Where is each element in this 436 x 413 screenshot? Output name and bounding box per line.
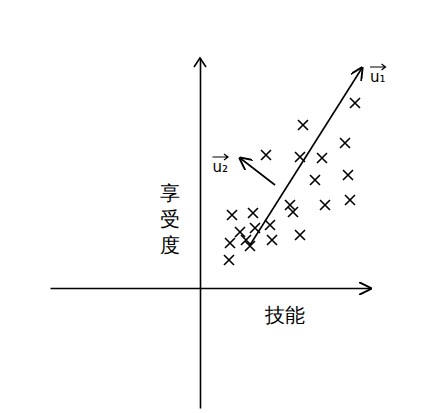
point	[310, 175, 320, 185]
y-axis-line	[200, 59, 202, 409]
point	[298, 120, 308, 130]
plot-area	[224, 68, 362, 265]
y-axis-title: 享受度	[160, 181, 180, 257]
chart: u₁ u₂ 技能 享受度	[0, 0, 436, 413]
point	[267, 235, 277, 245]
point	[245, 241, 255, 251]
point	[288, 207, 298, 217]
vector-label: u₁	[370, 68, 386, 86]
point	[320, 200, 330, 210]
vector-label-group: u₁	[370, 64, 386, 86]
x-axis-line	[51, 288, 371, 290]
point	[343, 170, 353, 180]
point	[261, 150, 271, 160]
point	[248, 208, 258, 218]
vector-arrow-accent	[212, 154, 228, 160]
point	[265, 220, 275, 230]
y-axis-arrow	[194, 58, 206, 67]
vector-arrow-accent	[370, 64, 386, 70]
x-axis	[51, 288, 371, 289]
point	[350, 98, 360, 108]
vector	[250, 68, 362, 245]
point	[345, 195, 355, 205]
point	[227, 210, 237, 220]
x-axis-title: 技能	[264, 303, 305, 327]
point	[224, 255, 234, 265]
vector-label-group: u₂	[212, 154, 228, 176]
point	[317, 153, 327, 163]
point	[340, 138, 350, 148]
point	[241, 235, 251, 245]
vector	[240, 158, 275, 185]
point	[235, 227, 245, 237]
vector-label: u₂	[212, 158, 228, 176]
point	[295, 230, 305, 240]
y-axis	[200, 59, 201, 409]
point	[225, 238, 235, 248]
